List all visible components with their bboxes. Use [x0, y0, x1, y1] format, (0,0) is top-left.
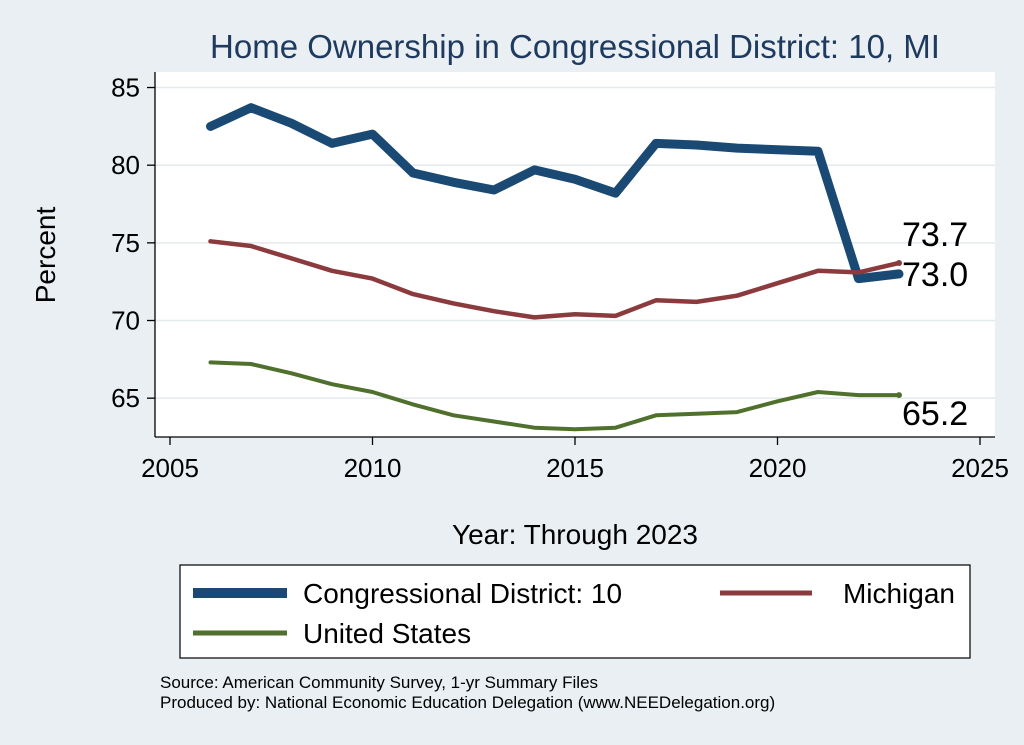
- legend-box: [179, 564, 971, 659]
- series-line-united-states: [208, 360, 901, 432]
- end-label-congressional-district-10: 73.0: [902, 256, 968, 294]
- chart-title: Home Ownership in Congressional District…: [210, 28, 940, 65]
- y-tick-label: 85: [111, 73, 140, 103]
- end-label-united-states: 65.2: [902, 395, 968, 433]
- series-line-congressional-district-10: [206, 103, 904, 284]
- series-endpoint: [896, 392, 902, 399]
- legend-label: Congressional District: 10: [303, 578, 622, 609]
- y-axis-label: Percent: [30, 207, 61, 304]
- legend-label: Michigan: [843, 578, 955, 609]
- x-tick-label: 2025: [951, 453, 1009, 483]
- end-label-michigan: 73.7: [902, 216, 968, 254]
- series-endpoint: [896, 270, 902, 277]
- x-ticks: 2005 2010 2015 2020 2025: [141, 437, 1009, 483]
- series-lines: 73.073.7 65.2: [206, 103, 968, 433]
- y-tick-label: 65: [111, 383, 140, 413]
- series-endpoint: [896, 260, 902, 267]
- producer-note: Produced by: National Economic Education…: [160, 693, 775, 712]
- x-tick-label: 2010: [344, 453, 402, 483]
- y-tick-label: 75: [111, 228, 140, 258]
- source-note: Source: American Community Survey, 1-yr …: [160, 673, 598, 692]
- grid-lines: [155, 86, 995, 399]
- x-axis-label: Year: Through 2023: [452, 519, 698, 550]
- y-tick-label: 70: [111, 306, 140, 336]
- y-ticks: 65 70 75 80 85: [111, 73, 155, 413]
- x-tick-label: 2015: [546, 453, 604, 483]
- y-tick-label: 80: [111, 150, 140, 180]
- legend-label: United States: [303, 618, 471, 649]
- legend: Congressional District: 10 Michigan United…: [193, 578, 955, 649]
- x-tick-label: 2005: [141, 453, 199, 483]
- series-line-michigan: [208, 239, 902, 320]
- x-tick-label: 2020: [749, 453, 807, 483]
